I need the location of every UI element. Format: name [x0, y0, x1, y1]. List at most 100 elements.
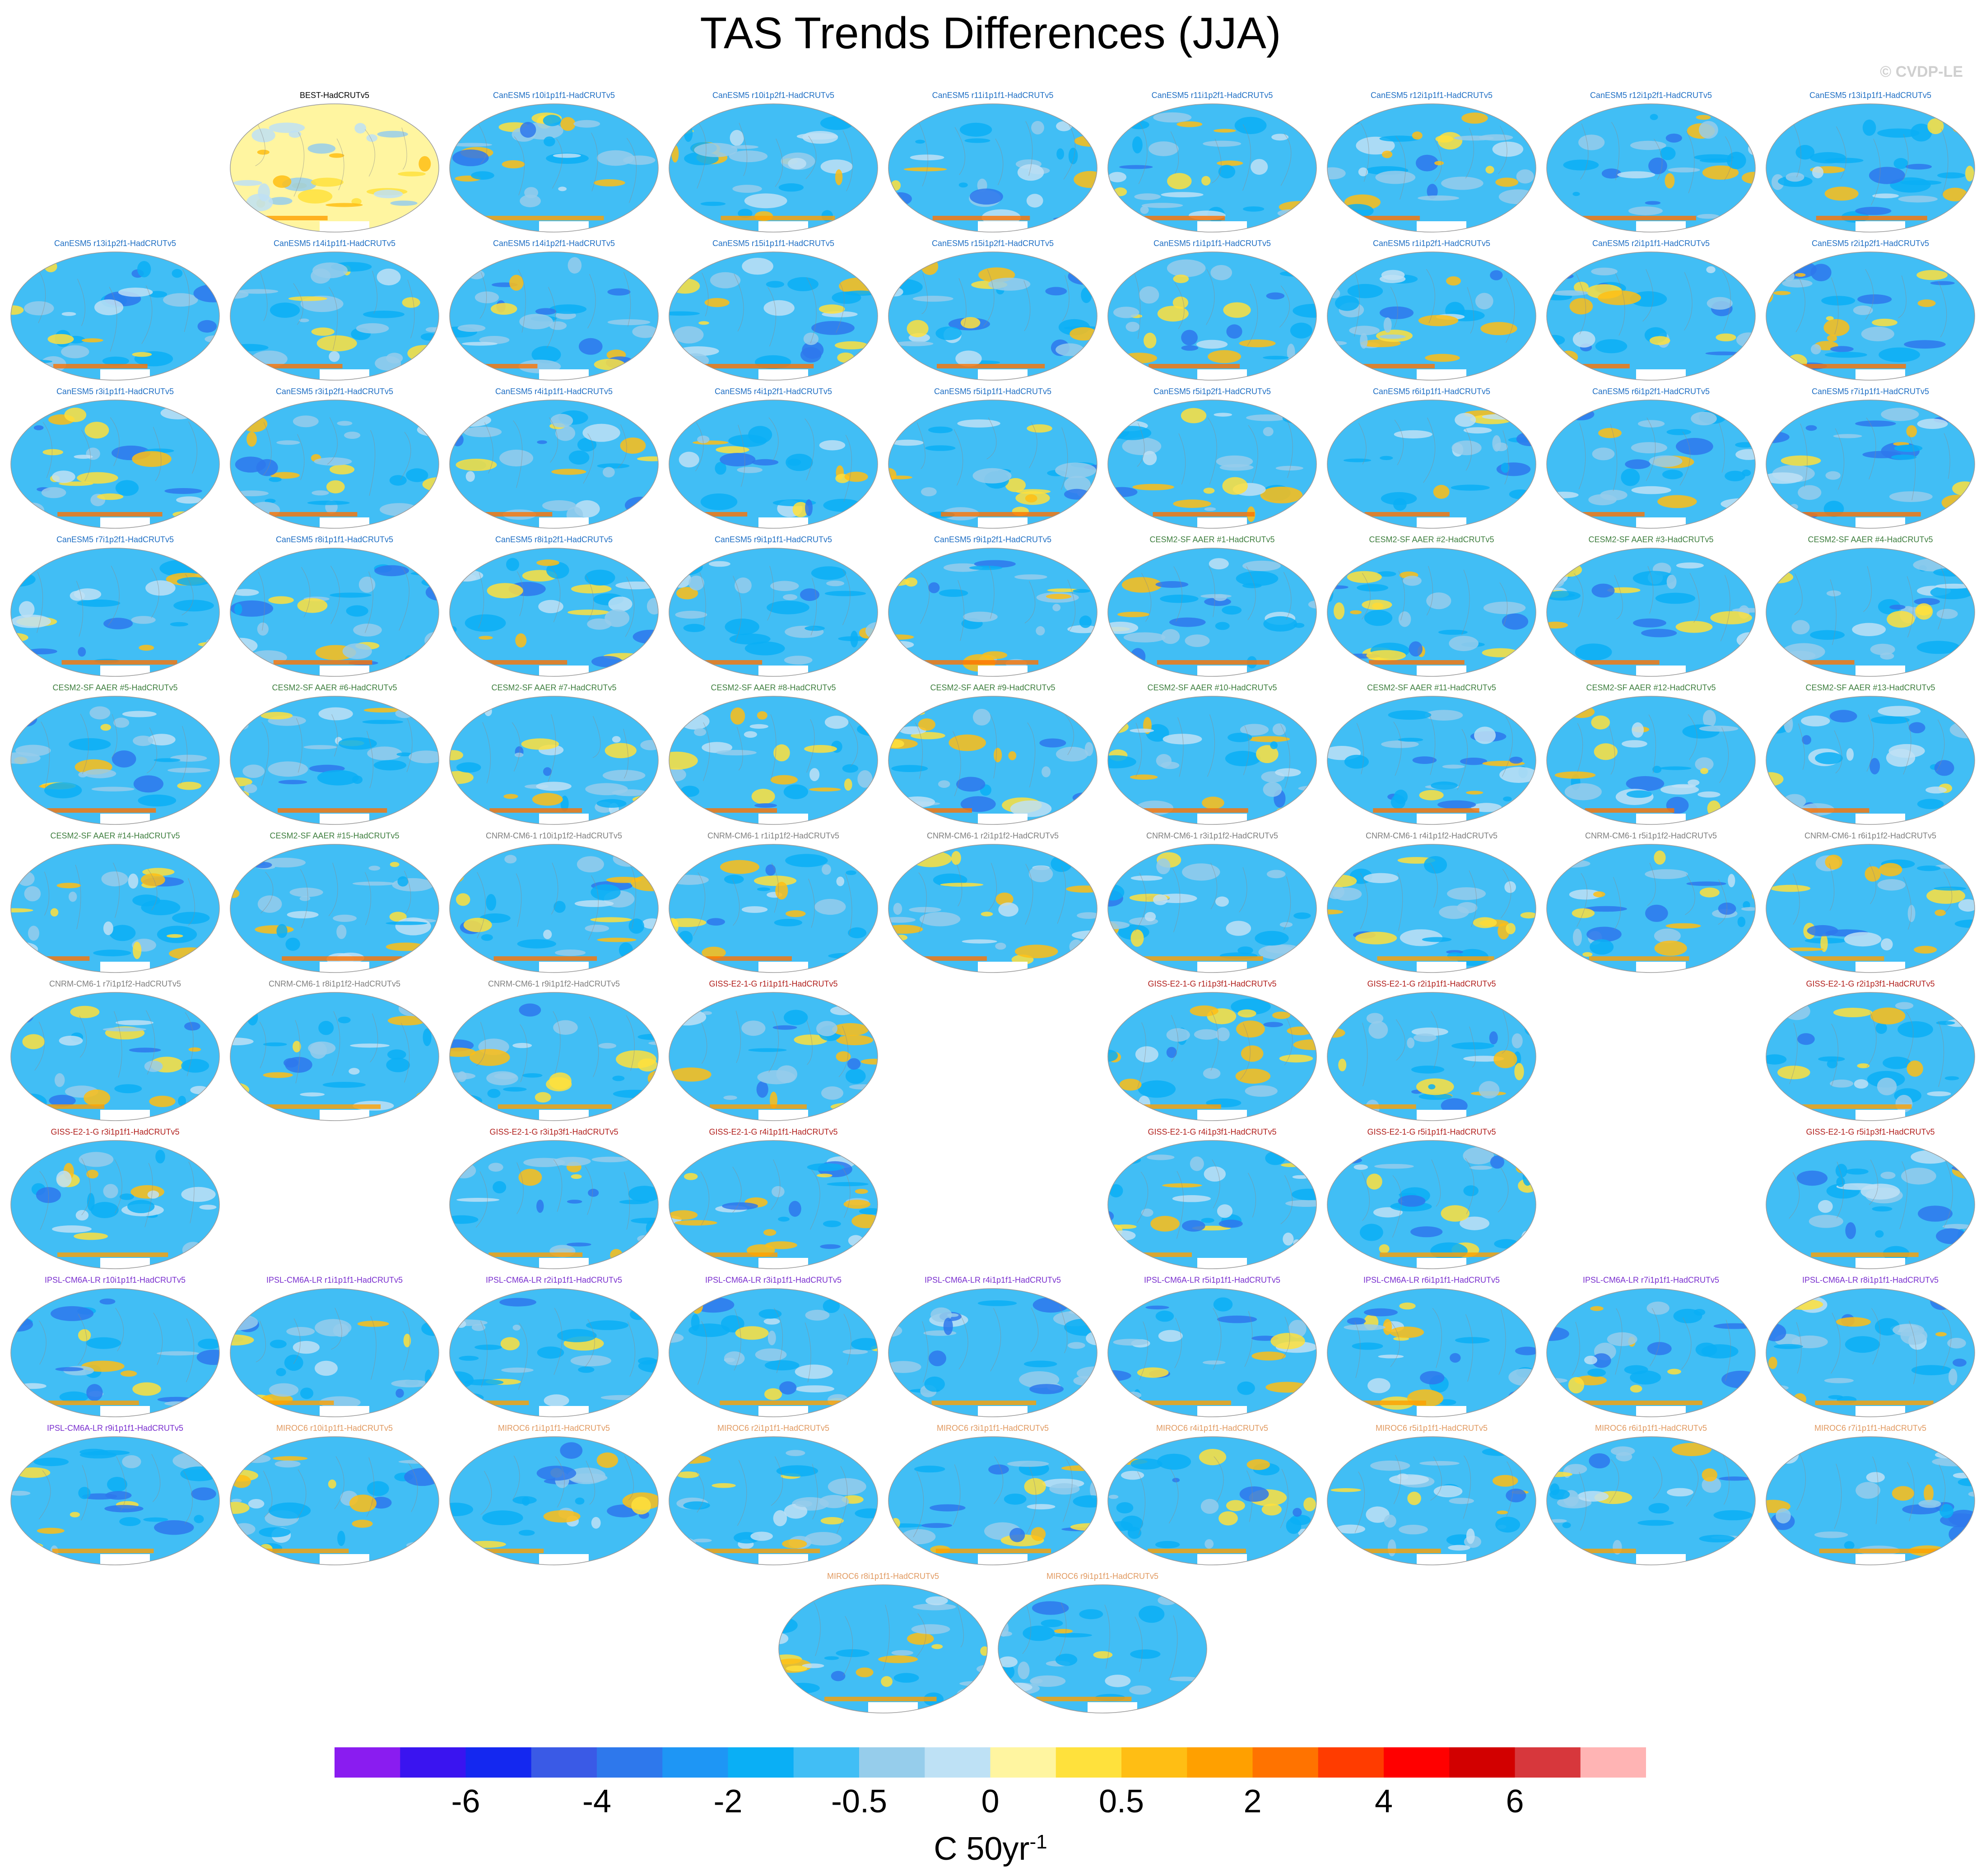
world-map: [230, 992, 439, 1121]
world-map: [10, 1436, 220, 1565]
world-map: [449, 696, 659, 825]
world-map: [1546, 844, 1756, 973]
world-map: [1107, 992, 1317, 1121]
world-map: [1107, 1140, 1317, 1269]
world-map: [888, 844, 1097, 973]
map-panel: CanESM5 r9i1p1f1-HadCRUTv5: [664, 535, 883, 678]
panel-title: IPSL-CM6A-LR r10i1p1f1-HadCRUTv5: [44, 1275, 186, 1285]
world-map: [1546, 1288, 1756, 1417]
world-map: [669, 1140, 878, 1269]
world-map: [10, 548, 220, 677]
panel-title: CanESM5 r8i1p2f1-HadCRUTv5: [495, 535, 613, 544]
world-map: [449, 1436, 659, 1565]
world-map: [1546, 103, 1756, 233]
map-panel: CanESM5 r14i1p1f1-HadCRUTv5: [225, 238, 444, 382]
panel-title: CanESM5 r2i1p1f1-HadCRUTv5: [1592, 239, 1710, 248]
colorbar-swatch: [1252, 1747, 1319, 1778]
panel-title: GISS-E2-1-G r4i1p1f1-HadCRUTv5: [709, 1127, 838, 1136]
panel-title: CESM2-SF AAER #3-HadCRUTv5: [1588, 535, 1714, 544]
world-map: [1327, 400, 1536, 529]
panel-title: CanESM5 r10i1p1f1-HadCRUTv5: [493, 91, 615, 100]
map-panel: MIROC6 r7i1p1f1-HadCRUTv5: [1761, 1423, 1980, 1567]
panel-title: CESM2-SF AAER #2-HadCRUTv5: [1369, 535, 1494, 544]
map-panel: CanESM5 r4i1p2f1-HadCRUTv5: [664, 386, 883, 530]
world-map: [1766, 1288, 1975, 1417]
world-map: [449, 400, 659, 529]
world-map: [669, 992, 878, 1121]
map-panel: CanESM5 r5i1p2f1-HadCRUTv5: [1103, 386, 1321, 530]
world-map: [230, 400, 439, 529]
panel-title: CanESM5 r13i1p1f1-HadCRUTv5: [1809, 91, 1932, 100]
panel-title: CanESM5 r2i1p2f1-HadCRUTv5: [1811, 239, 1930, 248]
panel-title: CanESM5 r1i1p1f1-HadCRUTv5: [1153, 239, 1271, 248]
map-panel: CanESM5 r3i1p1f1-HadCRUTv5: [6, 386, 224, 530]
panel-title: CanESM5 r11i1p2f1-HadCRUTv5: [1151, 91, 1273, 100]
world-map: [888, 1436, 1097, 1565]
world-map: [1107, 1436, 1317, 1565]
map-panel: CanESM5 r13i1p2f1-HadCRUTv5: [6, 238, 224, 382]
panel-title: IPSL-CM6A-LR r1i1p1f1-HadCRUTv5: [266, 1275, 403, 1285]
colorbar-tick-label: 4: [1374, 1783, 1393, 1820]
map-panel: CESM2-SF AAER #9-HadCRUTv5: [884, 683, 1102, 826]
colorbar-swatch: [335, 1747, 400, 1778]
world-map: [1327, 696, 1536, 825]
panel-title: CNRM-CM6-1 r6i1p1f2-HadCRUTv5: [1804, 831, 1937, 840]
panel-title: IPSL-CM6A-LR r8i1p1f1-HadCRUTv5: [1802, 1275, 1939, 1285]
panel-title: CanESM5 r14i1p1f1-HadCRUTv5: [273, 239, 396, 248]
world-map: [10, 992, 220, 1121]
map-panel: CNRM-CM6-1 r9i1p1f2-HadCRUTv5: [445, 979, 663, 1122]
panel-title: IPSL-CM6A-LR r2i1p1f1-HadCRUTv5: [485, 1275, 623, 1285]
map-panel: GISS-E2-1-G r3i1p3f1-HadCRUTv5: [445, 1127, 663, 1271]
colorbar-swatch: [1056, 1747, 1122, 1778]
map-panel: CNRM-CM6-1 r10i1p1f2-HadCRUTv5: [445, 831, 663, 974]
panel-title: IPSL-CM6A-LR r6i1p1f1-HadCRUTv5: [1363, 1275, 1500, 1285]
world-map: [230, 1436, 439, 1565]
panel-title: CanESM5 r14i1p2f1-HadCRUTv5: [493, 239, 615, 248]
world-map: [1766, 103, 1975, 233]
world-map: [669, 1288, 878, 1417]
map-panel: CESM2-SF AAER #6-HadCRUTv5: [225, 683, 444, 826]
panel-title: IPSL-CM6A-LR r4i1p1f1-HadCRUTv5: [924, 1275, 1061, 1285]
panel-title: CanESM5 r1i1p2f1-HadCRUTv5: [1372, 239, 1491, 248]
colorbar-tick-label: -2: [713, 1783, 743, 1820]
world-map: [1327, 1288, 1536, 1417]
panel-title: CanESM5 r6i1p2f1-HadCRUTv5: [1592, 387, 1710, 396]
map-panel: CanESM5 r4i1p1f1-HadCRUTv5: [445, 386, 663, 530]
map-panel: IPSL-CM6A-LR r8i1p1f1-HadCRUTv5: [1761, 1275, 1980, 1419]
panel-title: CESM2-SF AAER #14-HadCRUTv5: [50, 831, 180, 840]
panel-title: MIROC6 r7i1p1f1-HadCRUTv5: [1814, 1424, 1927, 1433]
world-map: [1766, 548, 1975, 677]
panel-title: CanESM5 r3i1p1f1-HadCRUTv5: [56, 387, 174, 396]
map-panel: CESM2-SF AAER #12-HadCRUTv5: [1542, 683, 1760, 826]
panel-title: CanESM5 r13i1p2f1-HadCRUTv5: [54, 239, 177, 248]
world-map: [230, 1288, 439, 1417]
colorbar-tick-label: -0.5: [831, 1783, 888, 1820]
panel-title: CanESM5 r3i1p2f1-HadCRUTv5: [275, 387, 394, 396]
map-panel: CESM2-SF AAER #3-HadCRUTv5: [1542, 535, 1760, 678]
world-map: [10, 1288, 220, 1417]
panel-title: CanESM5 r10i1p2f1-HadCRUTv5: [712, 91, 835, 100]
world-map: [1766, 400, 1975, 529]
units-base: C 50yr: [934, 1831, 1030, 1867]
map-panel: CNRM-CM6-1 r6i1p1f2-HadCRUTv5: [1761, 831, 1980, 974]
world-map: [1546, 696, 1756, 825]
map-panel: CanESM5 r1i1p1f1-HadCRUTv5: [1103, 238, 1321, 382]
world-map: [888, 696, 1097, 825]
panel-title: MIROC6 r5i1p1f1-HadCRUTv5: [1375, 1424, 1488, 1433]
map-panel: CanESM5 r6i1p1f1-HadCRUTv5: [1322, 386, 1541, 530]
panel-title: CanESM5 r4i1p2f1-HadCRUTv5: [714, 387, 832, 396]
panel-title: MIROC6 r10i1p1f1-HadCRUTv5: [276, 1424, 393, 1433]
map-panel: CNRM-CM6-1 r5i1p1f2-HadCRUTv5: [1542, 831, 1760, 974]
colorbar-swatch: [465, 1747, 532, 1778]
map-panel: CNRM-CM6-1 r2i1p1f2-HadCRUTv5: [884, 831, 1102, 974]
map-panel: CESM2-SF AAER #4-HadCRUTv5: [1761, 535, 1980, 678]
panel-title: GISS-E2-1-G r4i1p3f1-HadCRUTv5: [1148, 1127, 1277, 1136]
world-map: [888, 548, 1097, 677]
panel-title: CanESM5 r7i1p1f1-HadCRUTv5: [1811, 387, 1930, 396]
world-map: [10, 400, 220, 529]
colorbar-units: C 50yr-1: [0, 1824, 1981, 1867]
panel-title: CESM2-SF AAER #8-HadCRUTv5: [711, 683, 836, 692]
panel-title: CanESM5 r5i1p2f1-HadCRUTv5: [1153, 387, 1271, 396]
world-map: [1766, 251, 1975, 381]
map-panel: GISS-E2-1-G r2i1p3f1-HadCRUTv5: [1761, 979, 1980, 1122]
